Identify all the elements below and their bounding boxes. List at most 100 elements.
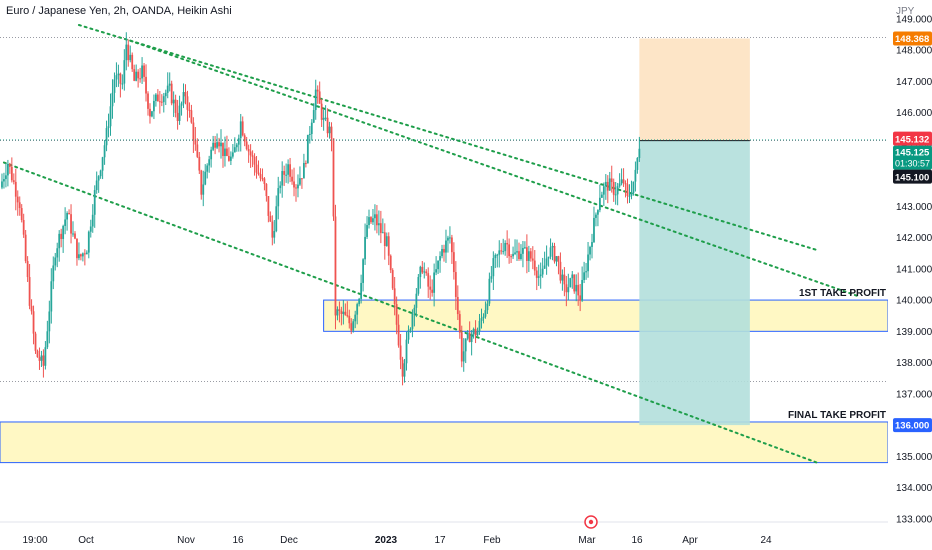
candle: [539, 262, 542, 289]
time-tick: 24: [760, 535, 772, 546]
candle: [310, 119, 313, 141]
candle: [287, 159, 290, 184]
candle-body: [421, 266, 424, 273]
candle-body: [504, 243, 507, 252]
candle: [170, 80, 173, 106]
candle-body: [310, 122, 313, 134]
candle: [99, 169, 102, 179]
candle: [182, 83, 185, 109]
candle: [454, 261, 457, 310]
candle-body: [401, 359, 404, 377]
candle-body: [452, 252, 455, 273]
candle-body: [36, 350, 39, 358]
candle: [494, 253, 497, 269]
candle: [95, 171, 98, 194]
candle: [510, 254, 512, 264]
candle: [36, 349, 39, 358]
candle: [381, 218, 384, 234]
candle: [533, 250, 536, 276]
candle-body: [366, 225, 368, 237]
candle: [567, 273, 570, 301]
candle-body: [520, 253, 522, 260]
candle-body: [107, 126, 110, 129]
candle-body: [535, 270, 538, 278]
candle-body: [153, 100, 155, 112]
candle-body: [80, 254, 82, 257]
channel-line[interactable]: [2, 161, 818, 464]
candle: [541, 257, 544, 278]
candle: [462, 338, 465, 372]
candle-body: [391, 270, 394, 289]
candle: [348, 309, 351, 329]
time-axis[interactable]: 19:00 Oct Nov 16 Dec 2023 17 Feb Mar 16 Apr 24: [0, 521, 888, 546]
candle-body: [419, 266, 422, 278]
candle-body: [245, 141, 248, 150]
chart-title: Euro / Japanese Yen, 2h, OANDA, Heikin A…: [6, 5, 232, 17]
candle-body: [559, 261, 562, 281]
candle: [271, 215, 274, 246]
price-tick: 141.000: [896, 264, 932, 275]
candle: [441, 244, 443, 259]
candle-body: [239, 121, 242, 139]
candle-body: [226, 148, 228, 156]
candle: [188, 102, 191, 118]
candle-body: [160, 101, 163, 103]
candle-body: [454, 272, 457, 297]
candle-body: [162, 96, 165, 103]
candle: [545, 245, 548, 275]
replay-icon[interactable]: [584, 515, 598, 529]
candle-body: [368, 217, 370, 226]
candle: [202, 170, 205, 207]
candle-body: [229, 156, 232, 161]
candle: [535, 266, 538, 291]
candle-body: [5, 175, 7, 180]
candle-body: [328, 126, 331, 134]
time-tick: Oct: [78, 535, 94, 546]
candle: [342, 300, 345, 325]
position-tool[interactable]: [639, 38, 750, 426]
candle-body: [95, 180, 98, 191]
candle: [525, 234, 528, 274]
candle: [312, 103, 315, 124]
candle: [295, 184, 297, 202]
candle-body: [547, 256, 550, 259]
candle: [604, 174, 607, 200]
candle-body: [58, 233, 61, 249]
candle-body: [68, 213, 70, 215]
candle: [107, 113, 110, 138]
candle: [32, 305, 35, 345]
price-axis[interactable]: 149.000148.000147.000146.000145.000144.0…: [888, 0, 932, 550]
candle: [379, 210, 382, 244]
candle: [162, 92, 165, 113]
candle-body: [604, 181, 607, 187]
candle: [514, 239, 516, 256]
candle-body: [291, 176, 293, 182]
candle-body: [387, 236, 390, 256]
candle: [261, 168, 264, 182]
candle-body: [600, 194, 603, 198]
candle-body: [427, 273, 430, 287]
candle: [324, 105, 327, 122]
candle: [58, 230, 61, 262]
channel-line[interactable]: [77, 24, 818, 252]
candle: [304, 160, 307, 168]
candle: [231, 144, 234, 159]
candle-body: [320, 103, 323, 120]
candle-body: [105, 128, 108, 146]
candle: [226, 135, 228, 157]
candle: [385, 232, 388, 247]
channel-lines[interactable]: [2, 24, 862, 464]
candle: [251, 150, 254, 168]
candle: [589, 245, 591, 261]
candle: [30, 299, 33, 315]
candle-body: [352, 321, 355, 331]
candle-body: [429, 286, 432, 290]
candle: [476, 327, 479, 337]
channel-line[interactable]: [129, 39, 862, 298]
candle-body: [557, 256, 560, 262]
candle-body: [99, 170, 102, 177]
candle-body: [202, 184, 205, 195]
candle-body: [618, 183, 621, 187]
candle-body: [210, 149, 213, 160]
